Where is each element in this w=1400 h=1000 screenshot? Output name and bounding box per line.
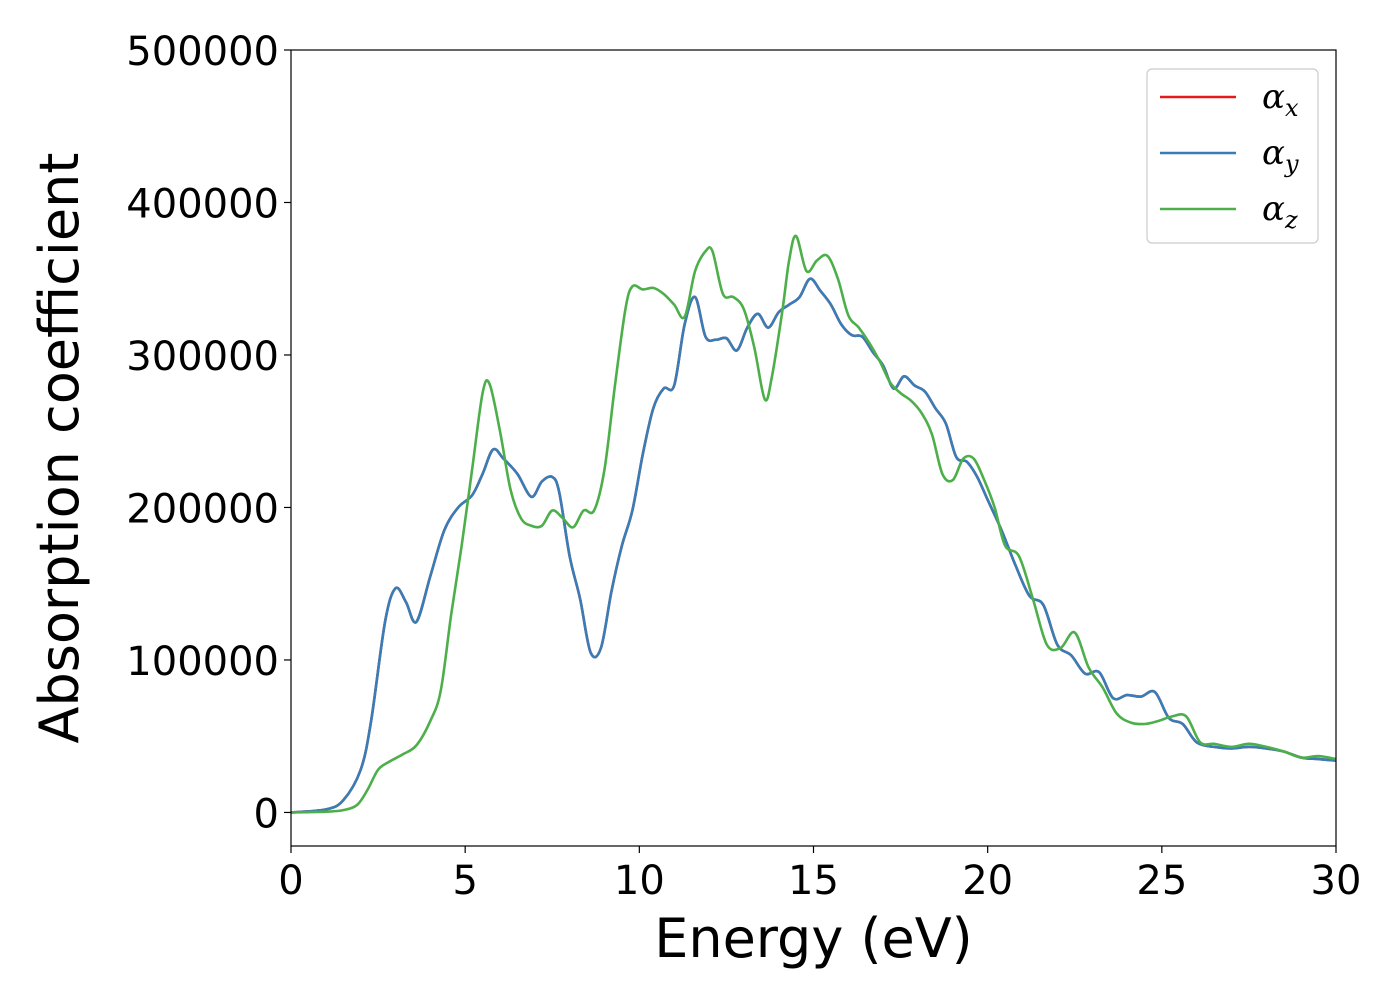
series-layer bbox=[291, 234, 1336, 814]
y-tick-label: 100000 bbox=[126, 639, 279, 685]
x-tick-label: 15 bbox=[788, 858, 839, 904]
x-tick-label: 30 bbox=[1311, 858, 1362, 904]
legend-box bbox=[1146, 68, 1319, 244]
ticks-layer: 0 5 10 15 20 25 30 0 100000 200000 300000 400000 500… bbox=[126, 29, 1361, 904]
y-tick-label: 300000 bbox=[126, 334, 279, 380]
x-tick-label: 10 bbox=[614, 858, 665, 904]
x-tick-label: 5 bbox=[452, 858, 477, 904]
series-line-alpha-y bbox=[291, 277, 1336, 814]
legend-label-alpha-z: αz bbox=[1262, 189, 1298, 234]
y-axis-title: Absorption coefficient bbox=[28, 153, 91, 744]
legend: αx αy αz bbox=[1146, 68, 1319, 244]
legend-label-alpha-y: αy bbox=[1262, 133, 1299, 178]
y-tick-label: 500000 bbox=[126, 29, 279, 75]
series-line-alpha-z bbox=[291, 234, 1336, 814]
x-tick-label: 0 bbox=[278, 858, 303, 904]
x-tick-label: 25 bbox=[1136, 858, 1187, 904]
x-axis-title: Energy (eV) bbox=[654, 907, 973, 970]
y-tick-label: 0 bbox=[254, 791, 279, 837]
plot-frame bbox=[290, 49, 1337, 847]
y-tick-label: 400000 bbox=[126, 181, 279, 227]
legend-label-alpha-x: αx bbox=[1262, 77, 1299, 122]
y-tick-label: 200000 bbox=[126, 486, 279, 532]
x-tick-label: 20 bbox=[962, 858, 1013, 904]
